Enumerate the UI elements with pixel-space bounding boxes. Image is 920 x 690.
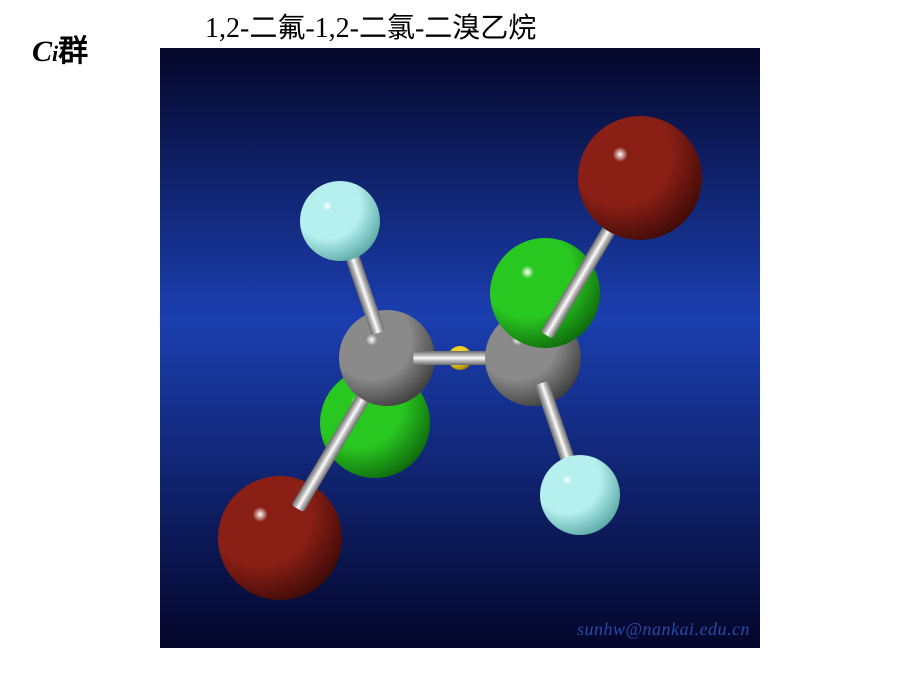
atom-f bbox=[300, 181, 380, 261]
group-suffix: 群 bbox=[58, 35, 88, 68]
atom-br bbox=[578, 116, 702, 240]
atom-br bbox=[218, 476, 342, 600]
slide: Ci群 1,2-二氟-1,2-二氯-二溴乙烷 sunhw@nankai.edu.… bbox=[0, 0, 920, 690]
molecule-viewer bbox=[160, 48, 760, 648]
atom-f bbox=[540, 455, 620, 535]
point-group-label: Ci群 bbox=[32, 26, 88, 70]
group-main: C bbox=[32, 35, 52, 68]
credit-text: sunhw@nankai.edu.cn bbox=[577, 619, 750, 640]
molecule-title: 1,2-二氟-1,2-二氯-二溴乙烷 bbox=[205, 6, 536, 46]
